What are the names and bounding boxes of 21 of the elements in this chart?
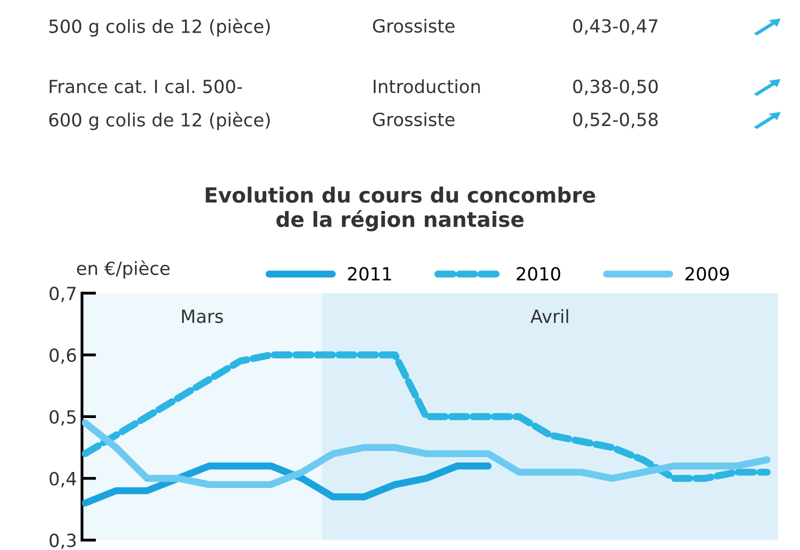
text: 0,38-0,50	[573, 80, 658, 96]
y-tick-label: 0,6	[50, 348, 76, 364]
y-axis-title: en €/pièce	[76, 260, 170, 279]
annotation: Avril	[530, 309, 568, 323]
y-tick-label: 0,3	[50, 534, 76, 550]
legend-label: 2011	[348, 266, 391, 281]
annotation: Mars	[182, 310, 223, 324]
legend-label: 2010	[516, 266, 560, 281]
text: Introduction	[374, 79, 480, 94]
text: Grossiste	[373, 112, 455, 126]
y-tick-label: 0,7	[50, 286, 76, 302]
y-tick-label: 0,4	[50, 472, 76, 488]
text: 0,52-0,58	[573, 112, 658, 128]
text: 500 g colis de 12 (pièce)	[49, 18, 270, 37]
y-tick-label: 0,5	[50, 410, 76, 426]
chart-title: Evolution du cours du concombre de la région nantaise	[206, 186, 596, 232]
text: Grossiste	[373, 18, 455, 33]
text: 0,43-0,47	[573, 19, 658, 35]
text: France cat. I cal. 500-	[50, 79, 242, 94]
text: 600 g colis de 12 (pièce)	[49, 112, 270, 130]
legend-label: 2009	[685, 266, 729, 281]
